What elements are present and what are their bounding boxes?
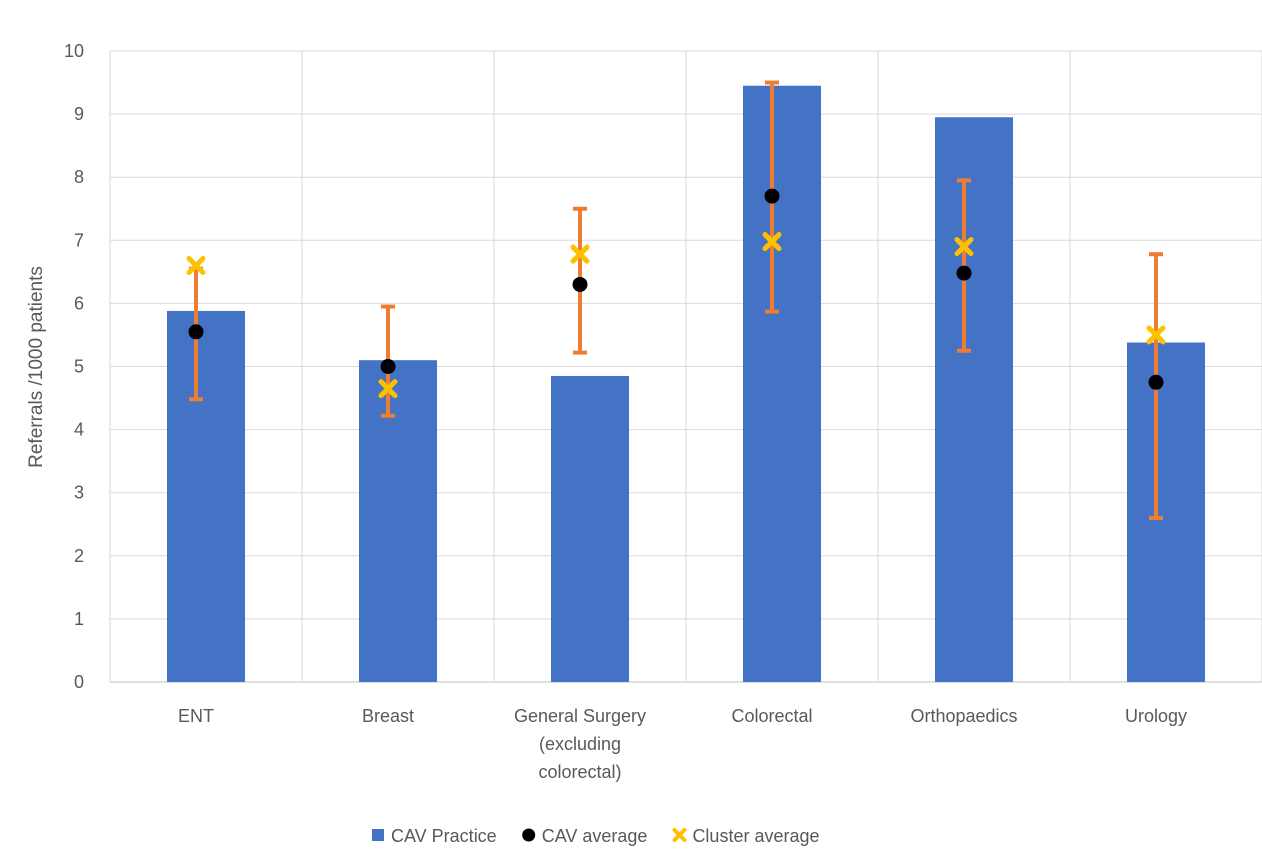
bar — [1127, 342, 1205, 682]
y-axis-ticks: 0 1 2 3 4 5 6 7 8 9 10 — [64, 41, 84, 692]
cav-average-point — [1148, 374, 1164, 390]
y-tick-label: 2 — [74, 546, 84, 566]
y-tick-label: 8 — [74, 167, 84, 187]
bar — [935, 117, 1013, 682]
bar — [743, 85, 821, 682]
x-category-label: Breast — [362, 706, 414, 726]
legend-swatch-circle — [522, 828, 536, 842]
cav-average-point — [764, 188, 780, 204]
error-bars — [189, 80, 1163, 520]
x-category-label: Colorectal — [731, 706, 812, 726]
y-tick-label: 9 — [74, 104, 84, 124]
x-axis-categories: ENT Breast General Surgery (excluding colore… — [178, 706, 1187, 782]
cav-average-point — [380, 359, 396, 374]
y-tick-label: 4 — [74, 420, 84, 440]
y-tick-label: 6 — [74, 293, 84, 313]
cav-average-point — [956, 265, 972, 281]
legend-label: CAV Practice — [391, 826, 497, 846]
legend-label: Cluster average — [692, 826, 819, 846]
bar — [359, 360, 437, 682]
y-tick-label: 1 — [74, 609, 84, 629]
x-category-label: Urology — [1125, 706, 1187, 726]
cav-average-point — [188, 324, 204, 340]
y-tick-label: 10 — [64, 41, 84, 61]
y-axis-title: Referrals /1000 patients — [26, 266, 47, 468]
cluster-average-point — [762, 232, 782, 252]
y-tick-label: 3 — [74, 483, 84, 503]
y-tick-label: 7 — [74, 230, 84, 250]
x-category-label: ENT — [178, 706, 214, 726]
cluster-average-point — [1146, 325, 1166, 345]
x-category-label: (excluding — [539, 734, 621, 754]
markers — [186, 188, 1166, 399]
cav-average-point — [572, 276, 588, 292]
bars — [167, 85, 1205, 682]
x-category-label: colorectal) — [538, 762, 621, 782]
bar — [551, 375, 629, 682]
y-tick-label: 0 — [74, 672, 84, 692]
legend-swatch-x — [672, 828, 687, 842]
x-category-label: General Surgery — [514, 706, 646, 726]
legend-label: CAV average — [542, 826, 648, 846]
legend-swatch-bar — [372, 829, 384, 841]
cluster-average-point — [954, 237, 974, 257]
gridlines — [109, 50, 1262, 683]
x-category-label: Orthopaedics — [910, 706, 1017, 726]
cluster-average-point — [186, 256, 206, 276]
legend: CAV Practice CAV average Cluster average — [372, 826, 820, 846]
cluster-average-point — [378, 379, 398, 399]
cluster-average-point — [570, 244, 590, 264]
y-tick-label: 5 — [74, 357, 84, 377]
bar — [167, 310, 245, 682]
